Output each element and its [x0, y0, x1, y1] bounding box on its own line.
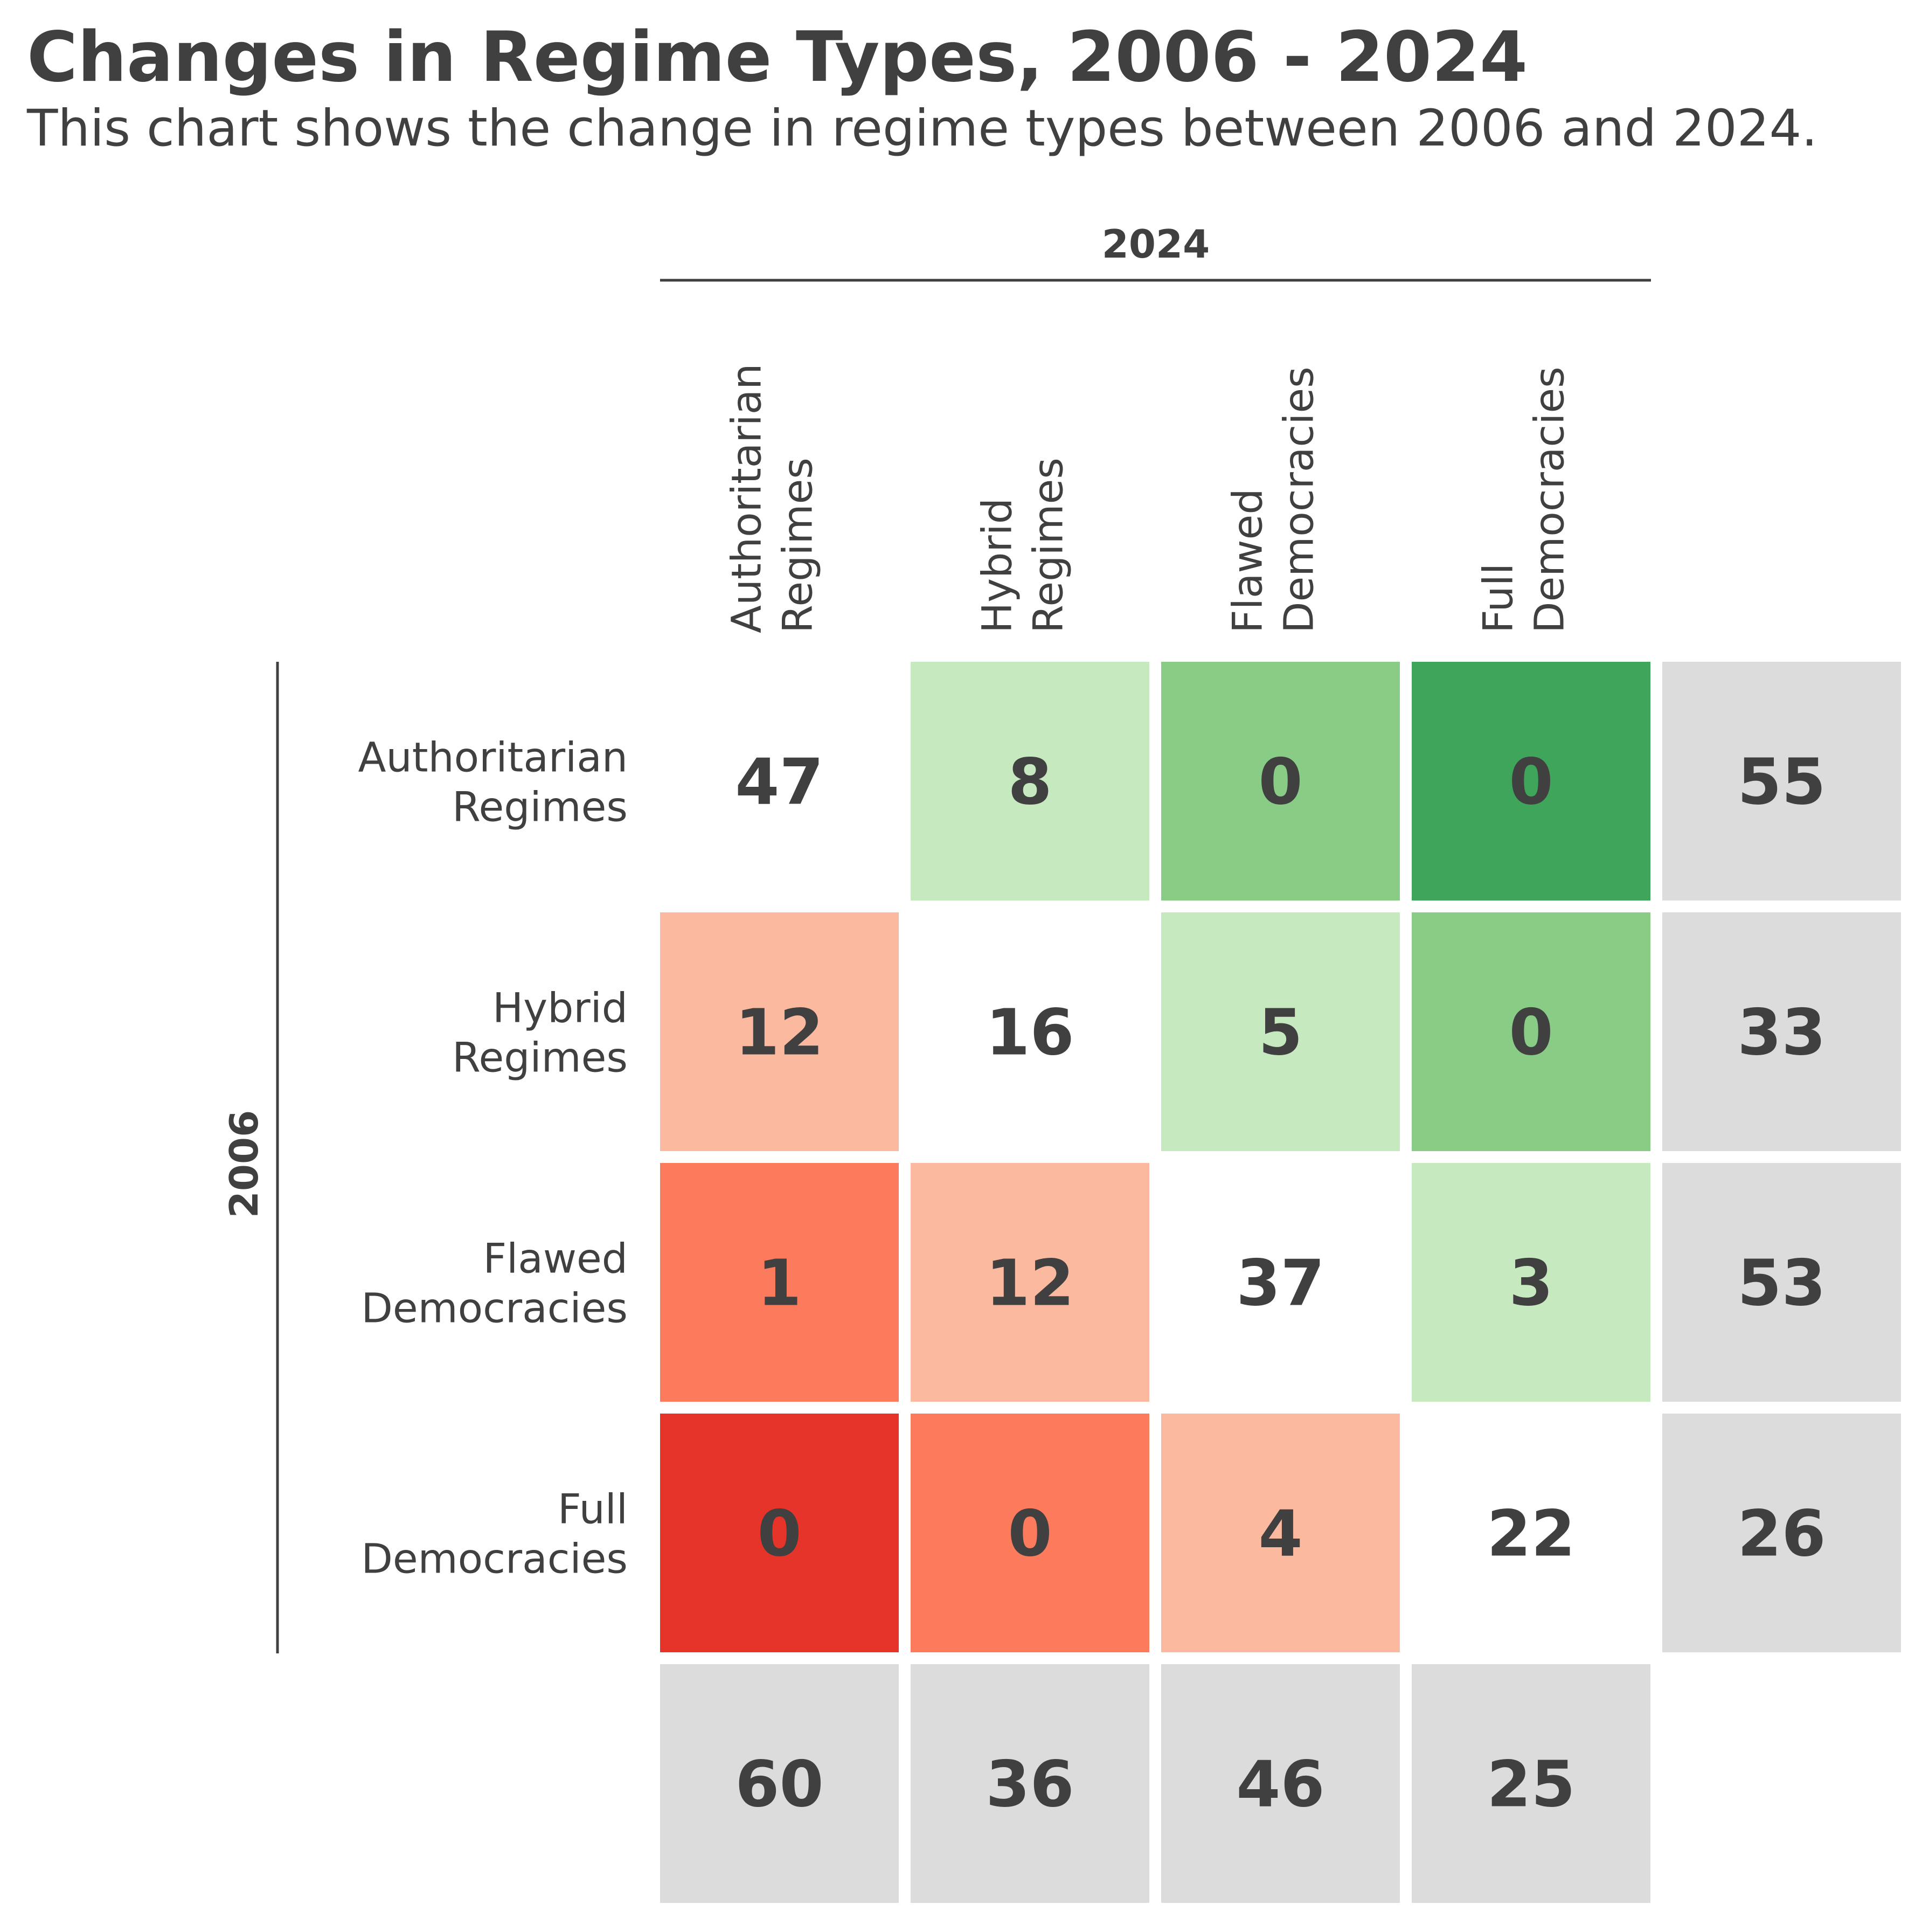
column-label-line: Flawed — [1224, 488, 1272, 633]
row-label-authoritarian-regimes: Authoritarian Regimes — [358, 733, 628, 831]
column-labels: AuthoritarianRegimes HybridRegimes FlawedD… — [723, 364, 1573, 633]
column-total-cell-1-value: 36 — [986, 1747, 1074, 1822]
row-total-cell-0-value: 55 — [1737, 745, 1826, 819]
row-label-line: Flawed — [483, 1235, 628, 1283]
column-label-line: Authoritarian — [723, 364, 771, 633]
column-total-cell-2-value: 46 — [1236, 1747, 1324, 1822]
column-total-cell-3-value: 25 — [1487, 1747, 1575, 1822]
row-total-cell-2-bg — [1662, 1163, 1901, 1402]
heatmap-cell-r2-c1-bg — [911, 1163, 1149, 1402]
row-label-flawed-democracies: Flawed Democracies — [361, 1235, 628, 1332]
heatmap-cell-r2-c1-value: 12 — [986, 1246, 1074, 1320]
row-total-cell-1-bg — [1662, 912, 1901, 1151]
row-label-line: Democracies — [361, 1535, 628, 1583]
row-label-hybrid-regimes: Hybrid Regimes — [452, 984, 628, 1082]
heatmap-cell-r1-c3-bg — [1412, 912, 1650, 1151]
heatmap-cell-r3-c1-value: 0 — [1008, 1497, 1052, 1571]
heatmap-cell-r1-c2-bg — [1161, 912, 1400, 1151]
heatmap-cell-r0-c2-value: 0 — [1258, 745, 1302, 819]
heatmap-cell-r2-c0-bg — [660, 1163, 899, 1402]
heatmap-cell-r3-c0-value: 0 — [757, 1497, 801, 1571]
row-label-line: Democracies — [361, 1284, 628, 1332]
heatmap-cell-r2-c2-bg — [1161, 1163, 1400, 1402]
heatmap-cell-r0-c2-bg — [1161, 662, 1400, 901]
heatmap-cell-r0-c0-value: 47 — [735, 745, 823, 819]
heatmap-cell-r1-c1-bg — [911, 912, 1149, 1151]
heatmap-cell-r2-c2-value: 37 — [1236, 1246, 1324, 1320]
chart-subtitle: This chart shows the change in regime ty… — [26, 99, 1817, 158]
heatmap-cell-r0-c3-value: 0 — [1509, 745, 1553, 819]
heatmap-cells: 47 8 0 0 12 16 5 0 1 12 37 3 0 0 4 22 55 33 53 26 60 36 46 25 — [660, 662, 1901, 1903]
heatmap-cell-r3-c0-bg — [660, 1414, 899, 1652]
column-total-cell-0-value: 60 — [735, 1747, 823, 1822]
column-total-cell-2-bg — [1161, 1664, 1400, 1903]
column-label-line: Democracies — [1525, 366, 1573, 633]
column-label-line: Hybrid — [973, 498, 1021, 633]
heatmap-cell-r3-c3-value: 22 — [1487, 1497, 1575, 1571]
heatmap-cell-r1-c0-value: 12 — [735, 995, 823, 1070]
column-label-line: Full — [1474, 563, 1522, 633]
heatmap-cell-r2-c3-bg — [1412, 1163, 1650, 1402]
row-label-line: Regimes — [452, 783, 628, 831]
row-label-line: Full — [558, 1485, 628, 1533]
column-total-cell-0-bg — [660, 1664, 899, 1903]
heatmap-cell-r3-c3-bg — [1412, 1414, 1650, 1652]
row-total-cell-3-value: 26 — [1737, 1497, 1826, 1571]
heatmap-cell-r3-c1-bg — [911, 1414, 1149, 1652]
heatmap-cell-r1-c2-value: 5 — [1258, 995, 1302, 1070]
row-total-cell-2-value: 53 — [1737, 1246, 1826, 1320]
heatmap-cell-r0-c1-bg — [911, 662, 1149, 901]
heatmap-cell-r2-c3-value: 3 — [1509, 1246, 1553, 1320]
column-label-flawed-democracies: FlawedDemocracies — [1224, 366, 1323, 633]
column-axis-title: 2024 — [1102, 221, 1210, 267]
heatmap-cell-r3-c2-value: 4 — [1258, 1497, 1302, 1571]
heatmap-cell-r2-c0-value: 1 — [757, 1246, 801, 1320]
heatmap-cell-r0-c1-value: 8 — [1008, 745, 1052, 819]
heatmap-cell-r3-c2-bg — [1161, 1414, 1400, 1652]
column-total-cell-1-bg — [911, 1664, 1149, 1903]
heatmap-cell-r1-c1-value: 16 — [986, 995, 1074, 1070]
row-label-full-democracies: Full Democracies — [361, 1485, 628, 1583]
row-label-line: Hybrid — [492, 984, 628, 1032]
row-label-line: Authoritarian — [358, 733, 628, 781]
chart-title: Changes in Regime Types, 2006 - 2024 — [27, 17, 1528, 98]
column-label-full-democracies: FullDemocracies — [1474, 366, 1573, 633]
heatmap-cell-r0-c3-bg — [1412, 662, 1650, 901]
row-total-cell-1-value: 33 — [1737, 995, 1826, 1070]
column-label-authoritarian-regimes: AuthoritarianRegimes — [723, 364, 822, 633]
row-total-cell-0-bg — [1662, 662, 1901, 901]
heatmap-cell-r1-c0-bg — [660, 912, 899, 1151]
column-label-line: Regimes — [774, 458, 822, 633]
column-total-cell-3-bg — [1412, 1664, 1650, 1903]
heatmap-cell-r1-c3-value: 0 — [1509, 995, 1553, 1070]
heatmap-cell-r0-c0-bg — [660, 662, 899, 901]
row-total-cell-3-bg — [1662, 1414, 1901, 1652]
column-label-line: Regimes — [1024, 458, 1072, 633]
column-label-hybrid-regimes: HybridRegimes — [973, 458, 1072, 633]
row-axis-title: 2006 — [221, 1110, 267, 1218]
column-label-line: Democracies — [1275, 366, 1323, 633]
row-label-line: Regimes — [452, 1034, 628, 1082]
